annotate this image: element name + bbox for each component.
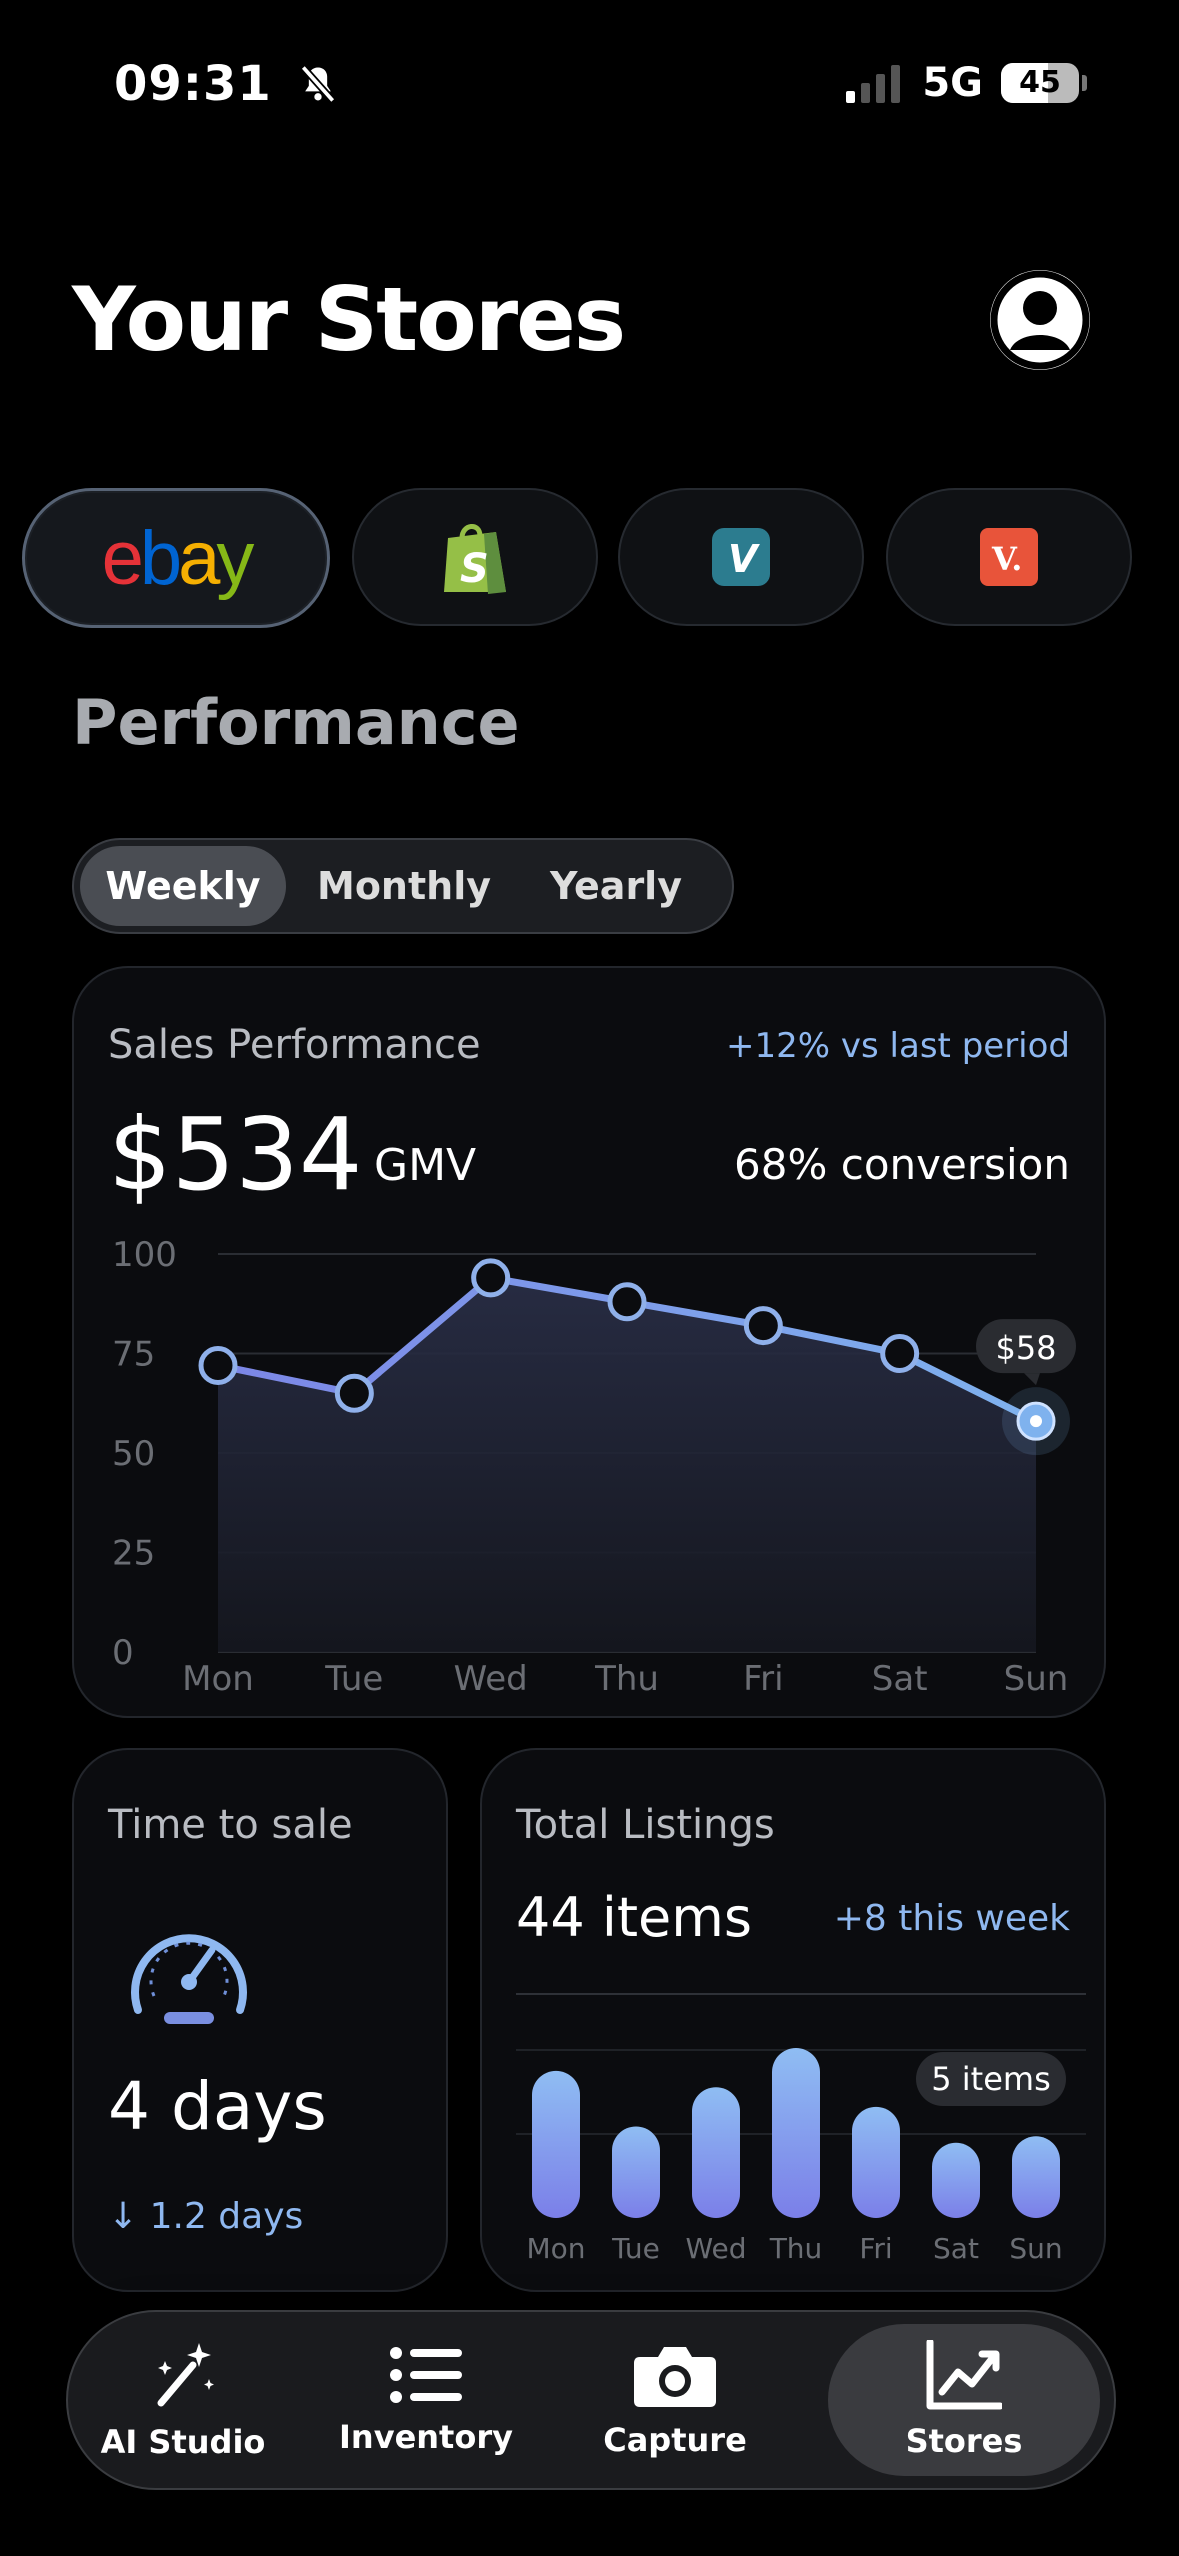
x-tick-label: Mon <box>526 2232 585 2265</box>
x-tick-label: Fri <box>859 2232 892 2265</box>
sales-amount: $534 <box>108 1096 363 1213</box>
status-time: 09:31 <box>114 56 340 112</box>
data-point <box>743 1306 783 1346</box>
x-tick-label: Mon <box>182 1659 254 1699</box>
sales-line-chart: 100 75 50 25 0 Mon Tue Wed Thu Fri Sat Sun $58 <box>112 1235 1076 1699</box>
magic-wand-icon <box>157 2343 214 2407</box>
area-fill <box>218 1277 1036 1652</box>
listings-change: +8 this week <box>833 1898 1070 1939</box>
bar <box>772 2048 820 2218</box>
bar <box>1012 2136 1060 2218</box>
x-tick-label: Sun <box>1004 1659 1069 1699</box>
tab-stores[interactable]: Stores <box>828 2324 1100 2476</box>
time-to-sale-value: 4 days <box>108 2068 327 2145</box>
ebay-logo: ebay <box>101 515 255 601</box>
bar <box>532 2070 580 2218</box>
status-indicators: 5G 45 <box>844 60 1087 106</box>
store-chip-ebay[interactable]: ebay <box>22 488 330 628</box>
x-tick-label: Tue <box>324 1659 383 1699</box>
vinted-v-icon: V <box>712 528 770 586</box>
x-tick-label: Sat <box>872 1659 928 1699</box>
x-tick-label: Sat <box>933 2232 979 2265</box>
speedometer-icon <box>131 1934 247 2024</box>
store-chip-vinted[interactable]: V <box>618 488 864 626</box>
bell-slash-icon <box>300 65 335 103</box>
network-label: 5G <box>922 60 983 106</box>
bottom-tab-bar: AI Studio Inventory Capture Stores <box>66 2310 1116 2490</box>
tooltip-pointer <box>1024 1373 1040 1386</box>
user-icon <box>990 270 1090 370</box>
data-point <box>880 1334 920 1373</box>
shopify-bag-icon: S <box>444 524 506 594</box>
sales-change: +12% vs last period <box>726 1026 1070 1066</box>
page-title: Your Stores <box>72 268 626 371</box>
x-tick-label: Sun <box>1009 2232 1062 2265</box>
tab-label: Stores <box>905 2422 1023 2460</box>
data-point <box>334 1373 374 1413</box>
x-tick-label: Fri <box>743 1659 784 1699</box>
tab-capture[interactable]: Capture <box>560 2312 790 2488</box>
profile-button[interactable] <box>990 270 1090 370</box>
x-tick-label: Wed <box>454 1659 528 1699</box>
section-title-performance: Performance <box>72 686 520 759</box>
store-chip-shopify[interactable]: S <box>352 488 598 626</box>
svg-text:V.: V. <box>991 540 1022 578</box>
y-tick-label: 100 <box>112 1235 177 1275</box>
conversion-rate: 68% conversion <box>734 1140 1070 1189</box>
period-segmented-control: Weekly Monthly Yearly <box>72 838 734 934</box>
data-point <box>607 1282 647 1322</box>
bar <box>852 2106 900 2218</box>
y-tick-label: 25 <box>112 1534 155 1574</box>
total-listings-card[interactable]: Total Listings 44 items +8 this week Mon… <box>480 1748 1106 2292</box>
data-point <box>471 1258 511 1298</box>
x-tick-label: Thu <box>769 2232 823 2265</box>
tooltip-bubble <box>916 2052 1066 2106</box>
tab-label: AI Studio <box>100 2423 266 2461</box>
sales-card-label: Sales Performance <box>108 1022 481 1068</box>
svg-text:V: V <box>728 537 760 581</box>
vestiaire-v-icon: V. <box>980 528 1038 586</box>
tab-label: Capture <box>603 2421 747 2459</box>
x-tick-label: Thu <box>594 1659 659 1699</box>
data-point-center <box>1030 1415 1042 1428</box>
time-to-sale-delta: ↓ 1.2 days <box>108 2196 304 2237</box>
bar <box>612 2126 660 2218</box>
chart-line-icon <box>926 2340 1002 2410</box>
y-tick-label: 50 <box>112 1434 155 1474</box>
bar <box>932 2142 980 2218</box>
camera-icon <box>634 2347 716 2407</box>
x-tick-label: Tue <box>611 2232 660 2265</box>
listings-bar-chart: Mon Tue Wed Thu Fri Sat Sun 5 items <box>516 1993 1086 2265</box>
store-chip-vestiaire[interactable]: V. <box>886 488 1132 626</box>
y-tick-label: 75 <box>112 1335 155 1375</box>
period-yearly[interactable]: Yearly <box>550 864 682 908</box>
svg-text:S: S <box>460 546 489 592</box>
tab-label: Inventory <box>339 2418 513 2456</box>
list-icon <box>390 2347 462 2403</box>
bar <box>692 2087 740 2218</box>
time-card-label: Time to sale <box>108 1802 353 1848</box>
tooltip-label: $58 <box>995 1329 1056 1367</box>
tab-inventory[interactable]: Inventory <box>311 2312 541 2488</box>
signal-icon <box>846 65 901 103</box>
period-weekly[interactable]: Weekly <box>80 846 286 926</box>
battery-icon: 45 <box>1001 63 1087 103</box>
x-tick-label: Wed <box>685 2232 746 2265</box>
period-monthly[interactable]: Monthly <box>317 864 491 908</box>
y-tick-label: 0 <box>112 1633 134 1673</box>
tab-ai-studio[interactable]: AI Studio <box>68 2312 298 2488</box>
time-to-sale-card[interactable]: Time to sale 4 days ↓ 1.2 days <box>72 1748 448 2292</box>
tooltip-bubble <box>976 1319 1076 1374</box>
tooltip-label: 5 items <box>931 2060 1051 2098</box>
data-point <box>198 1345 238 1385</box>
listings-card-label: Total Listings <box>516 1802 775 1848</box>
sales-performance-card[interactable]: Sales Performance +12% vs last period $5… <box>72 966 1106 1718</box>
sales-amount-unit: GMV <box>374 1140 477 1191</box>
listings-count: 44 items <box>516 1886 753 1949</box>
